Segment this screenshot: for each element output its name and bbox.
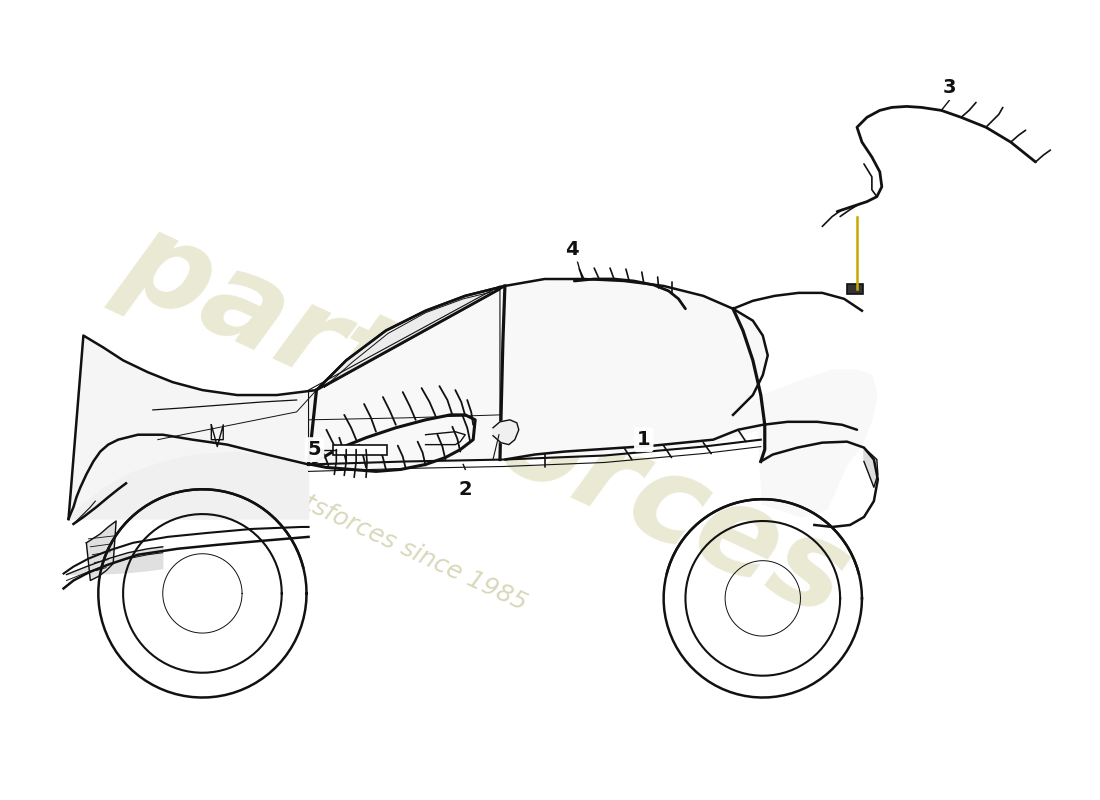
- Polygon shape: [493, 420, 519, 445]
- FancyBboxPatch shape: [847, 284, 864, 294]
- Text: 3: 3: [943, 78, 956, 97]
- Text: partsforces: partsforces: [103, 201, 867, 639]
- Polygon shape: [68, 335, 317, 519]
- Text: a partsforces since 1985: a partsforces since 1985: [241, 462, 531, 615]
- Polygon shape: [66, 546, 163, 574]
- Polygon shape: [68, 453, 308, 519]
- Text: 2: 2: [459, 480, 472, 498]
- Text: 5: 5: [308, 440, 321, 459]
- Polygon shape: [308, 279, 877, 517]
- Text: 1: 1: [637, 430, 650, 449]
- FancyBboxPatch shape: [333, 445, 387, 454]
- Polygon shape: [864, 448, 878, 487]
- Polygon shape: [87, 521, 117, 581]
- Polygon shape: [317, 286, 505, 390]
- Text: 4: 4: [565, 240, 580, 258]
